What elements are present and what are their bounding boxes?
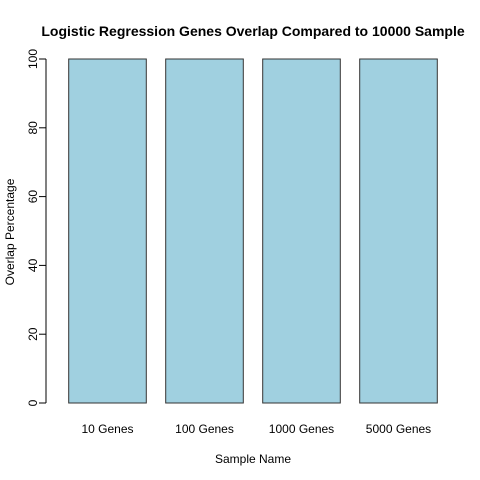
y-axis: 0 20 40 60 80 100 — [26, 49, 47, 406]
x-category-label: 100 Genes — [175, 422, 234, 436]
bar-5000-genes — [359, 58, 438, 404]
y-tick-label: 100 — [26, 49, 40, 69]
y-tick-label: 80 — [26, 121, 40, 135]
bar-100-genes — [165, 58, 244, 404]
y-tick-label: 0 — [26, 399, 40, 406]
y-tick-label: 40 — [26, 258, 40, 272]
x-axis-label: Sample Name — [215, 452, 291, 466]
y-tick-label: 60 — [26, 190, 40, 204]
x-category-label: 1000 Genes — [269, 422, 334, 436]
x-category-labels: 10 Genes 100 Genes 1000 Genes 5000 Genes — [81, 422, 431, 436]
bars-group — [68, 58, 438, 404]
y-axis-label: Overlap Percentage — [3, 178, 17, 285]
y-tick-label: 20 — [26, 327, 40, 341]
x-category-label: 10 Genes — [81, 422, 133, 436]
x-category-label: 5000 Genes — [366, 422, 431, 436]
bar-1000-genes — [262, 58, 341, 404]
chart-title: Logistic Regression Genes Overlap Compar… — [41, 23, 464, 39]
bar-10-genes — [68, 58, 147, 404]
